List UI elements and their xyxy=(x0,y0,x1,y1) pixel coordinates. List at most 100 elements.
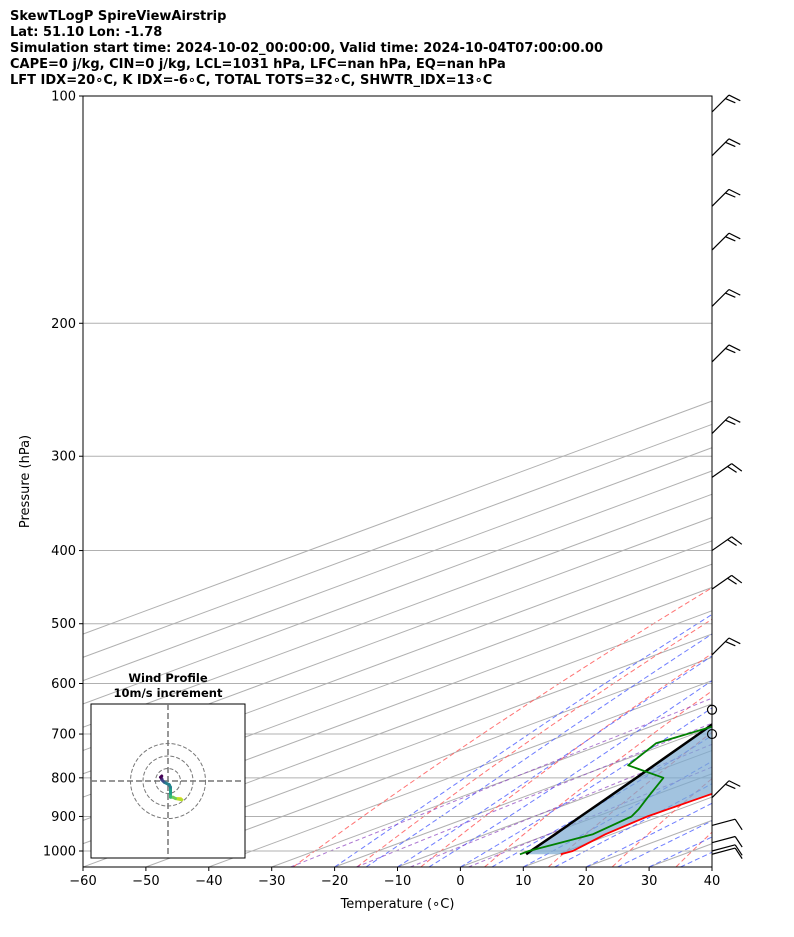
wind-barb-staff xyxy=(711,847,736,855)
location-line: Lat: 51.10 Lon: -1.78 xyxy=(10,25,163,40)
wind-barb xyxy=(711,574,743,590)
y-tick-label: 200 xyxy=(51,317,76,332)
x-tick-label: 40 xyxy=(704,874,721,889)
wind-barb-staff xyxy=(711,232,730,251)
x-tick-label: 30 xyxy=(641,874,658,889)
moist-adiabat-line xyxy=(523,760,712,867)
mixing-ratio-line xyxy=(356,722,712,867)
x-tick-label: 0 xyxy=(456,874,464,889)
y-tick-label: 500 xyxy=(51,617,76,632)
wind-barb-calm xyxy=(706,704,718,715)
hodograph-title: Wind Profile xyxy=(128,671,208,685)
wind-barb-flag xyxy=(725,347,736,354)
temperature-line xyxy=(560,792,712,856)
wind-barb xyxy=(711,818,743,831)
chart-title: SkewTLogP SpireViewAirstrip xyxy=(10,9,227,24)
isotherm-line xyxy=(83,400,712,635)
wind-barb xyxy=(711,637,741,656)
mixing-ratio-line xyxy=(468,766,712,867)
wind-barb-calm xyxy=(706,728,718,740)
wind-barb-flag xyxy=(725,783,736,790)
dry-adiabat-line xyxy=(740,96,794,867)
wind-barb-flag xyxy=(725,98,736,104)
y-tick-label: 300 xyxy=(51,450,76,465)
wind-barb-flag xyxy=(727,577,737,585)
x-axis-label: Temperature (∘C) xyxy=(340,897,455,912)
index-line: LFT IDX=20∘C, K IDX=-6∘C, TOTAL TOTS=32∘… xyxy=(10,73,493,88)
isotherm-line xyxy=(334,726,712,867)
wind-barb xyxy=(711,835,743,848)
wind-barb xyxy=(711,138,741,157)
moist-adiabat-line xyxy=(711,866,712,867)
wind-barb xyxy=(711,344,741,363)
wind-barb-flag xyxy=(731,574,743,584)
wind-barb-flag xyxy=(728,288,741,296)
wind-barb-flag xyxy=(725,640,736,647)
wind-barb-staff xyxy=(711,416,730,435)
wind-barb-flag xyxy=(728,94,741,102)
y-tick-label: 400 xyxy=(51,544,76,559)
wind-barb-staff xyxy=(711,844,736,852)
moist-adiabat-line xyxy=(648,836,712,867)
x-tick-label: −50 xyxy=(132,874,159,889)
wind-barb-flag xyxy=(725,419,736,425)
isotherm-line xyxy=(145,656,712,867)
x-tick-label: −30 xyxy=(258,874,285,889)
x-tick-label: −40 xyxy=(195,874,222,889)
x-tick-label: 10 xyxy=(515,874,532,889)
dry-adiabat-line xyxy=(484,690,712,867)
y-axis-label: Pressure (hPa) xyxy=(18,435,33,528)
wind-barb-staff xyxy=(711,344,730,363)
dry-adiabat-line xyxy=(356,618,712,867)
wind-barb xyxy=(711,232,741,251)
wind-barb-flag xyxy=(728,344,741,352)
wind-barb xyxy=(711,780,741,799)
isotherm-line xyxy=(83,423,712,658)
isotherm-line xyxy=(208,680,712,867)
isotherm-line xyxy=(523,796,712,867)
dewpoint-line xyxy=(519,725,712,856)
isotherm-line xyxy=(83,447,712,682)
wind-barb-flag xyxy=(728,416,741,423)
wind-barb-staff xyxy=(711,536,733,552)
wind-barb-flag xyxy=(725,141,736,148)
wind-barb-staff xyxy=(711,780,730,799)
hodograph-subtitle: 10m/s increment xyxy=(114,686,223,700)
wind-barb-flag xyxy=(727,539,737,547)
moist-adiabat-line xyxy=(397,655,712,867)
wind-barb xyxy=(711,188,741,207)
isotherm-line xyxy=(271,703,712,867)
wind-barb-staff xyxy=(711,138,730,157)
isotherm-line xyxy=(711,866,712,867)
wind-barb-flag xyxy=(734,844,743,856)
y-tick-label: 900 xyxy=(51,810,76,825)
y-tick-label: 100 xyxy=(51,90,76,105)
wind-barb-flag xyxy=(731,536,743,545)
wind-barb-staff xyxy=(711,818,736,827)
wind-barb-flag xyxy=(728,637,741,645)
x-tick-label: −10 xyxy=(384,874,411,889)
wind-barb-flag xyxy=(725,192,736,198)
x-tick-label: −20 xyxy=(321,874,348,889)
y-tick-label: 600 xyxy=(51,677,76,692)
wind-barb xyxy=(711,463,743,478)
hodograph-plot xyxy=(91,704,245,858)
cin-shaded-area xyxy=(526,724,712,855)
wind-barb xyxy=(711,847,743,859)
moist-adiabat-line xyxy=(428,680,712,867)
wind-barb xyxy=(711,416,741,435)
hodograph-segment xyxy=(159,774,164,779)
isotherm-line xyxy=(83,633,712,867)
parcel-profile-line xyxy=(525,723,712,856)
dry-adiabat-line xyxy=(420,652,712,867)
isotherm-line xyxy=(83,586,712,821)
wind-barb xyxy=(711,288,741,307)
wind-barb xyxy=(711,536,743,552)
wind-barb-flag xyxy=(728,138,741,146)
y-tick-label: 700 xyxy=(51,728,76,743)
wind-barb-flag xyxy=(728,232,741,240)
moist-adiabat-line xyxy=(460,707,712,867)
wind-barb-flag xyxy=(728,780,741,787)
wind-barb-flag xyxy=(734,847,743,859)
